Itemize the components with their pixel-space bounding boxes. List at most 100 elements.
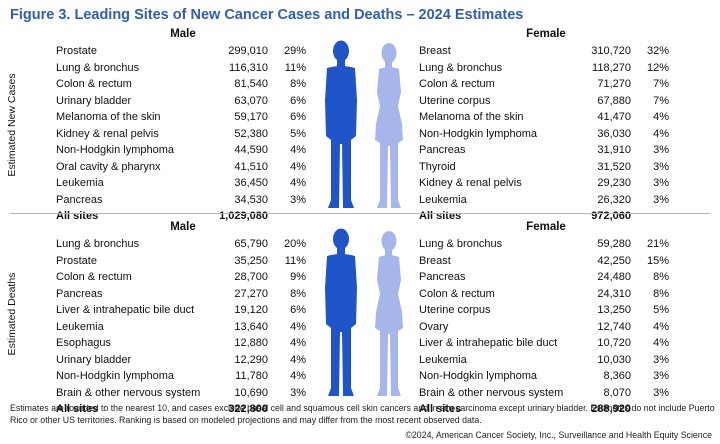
table-row: Pancreas 31,910 3% [419, 142, 669, 159]
count-value: 29,230 [597, 177, 631, 189]
table-row: Ovary 12,740 4% [419, 319, 669, 336]
table-row: Lung & bronchus 116,310 11% [56, 60, 306, 77]
side-label-new-cases: Estimated New Cases [4, 40, 20, 210]
table-row: Lung & bronchus 65,790 20% [56, 236, 306, 253]
count-value: 13,250 [597, 304, 631, 316]
site-label: Ovary [419, 320, 449, 333]
site-label: Leukemia [56, 177, 104, 189]
count-value: 65,790 [234, 238, 268, 250]
count-value: 299,010 [228, 45, 268, 57]
table-row: Melanoma of the skin 41,470 4% [419, 109, 669, 126]
site-label: Melanoma of the skin [56, 111, 161, 123]
table-row: Prostate 299,010 29% [56, 43, 306, 60]
table-row: Pancreas 34,530 3% [56, 192, 306, 209]
site-label: Leukemia [419, 193, 467, 206]
count-value: 44,590 [234, 144, 268, 156]
table-row: Leukemia 10,030 3% [419, 352, 669, 369]
site-label: Colon & rectum [419, 78, 495, 90]
total-label: All sites [56, 403, 99, 415]
count-value: 52,380 [234, 127, 268, 140]
percent-value: 7% [653, 78, 669, 90]
count-value: 63,070 [234, 94, 268, 107]
percent-value: 4% [653, 111, 669, 123]
site-label: Lung & bronchus [56, 61, 140, 74]
count-value: 31,910 [597, 144, 631, 156]
site-label: Melanoma of the skin [419, 111, 524, 123]
count-value: 24,480 [597, 271, 631, 283]
male-figure-icon [325, 228, 357, 396]
percent-value: 5% [653, 304, 669, 316]
percent-value: 4% [653, 127, 669, 140]
table-row: Thyroid 31,520 3% [419, 159, 669, 176]
header-female-deaths: Female [526, 221, 566, 233]
figure-title: Figure 3. Leading Sites of New Cancer Ca… [10, 7, 524, 23]
side-label-text: Estimated Deaths [6, 272, 18, 356]
count-value: 34,530 [234, 193, 268, 206]
table-row: Pancreas 24,480 8% [419, 269, 669, 286]
site-label: Breast [419, 254, 451, 267]
percent-value: 4% [653, 337, 669, 349]
count-value: 11,780 [235, 370, 268, 382]
count-value: 12,290 [234, 353, 268, 366]
site-label: Brain & other nervous system [56, 386, 201, 399]
site-label: Liver & intrahepatic bile duct [419, 337, 558, 349]
site-label: Brain & other nervous system [419, 386, 564, 399]
percent-value: 4% [290, 337, 306, 349]
site-label: Lung & bronchus [419, 61, 503, 74]
side-label-deaths: Estimated Deaths [4, 230, 20, 398]
percent-value: 3% [653, 353, 669, 366]
table-row: Prostate 35,250 11% [56, 253, 306, 270]
count-value: 41,470 [597, 111, 631, 123]
percent-value: 5% [290, 127, 306, 140]
table-row: Urinary bladder 12,290 4% [56, 352, 306, 369]
table-deaths-female: Lung & bronchus 59,280 21% Breast 42,250 15% P… [419, 236, 669, 418]
copyright: ©2024, American Cancer Society, Inc., Su… [405, 430, 712, 440]
site-label: Uterine corpus [419, 94, 491, 107]
percent-value: 4% [290, 177, 306, 189]
section-divider [10, 213, 710, 214]
header-male-new-cases: Male [170, 28, 196, 40]
site-label: Kidney & renal pelvis [56, 127, 159, 140]
header-female-new-cases: Female [526, 28, 566, 40]
count-value: 24,310 [597, 287, 631, 300]
percent-value: 6% [290, 304, 306, 316]
site-label: Pancreas [419, 144, 466, 156]
percent-value: 3% [653, 144, 669, 156]
footnote: Estimates are rounded to the nearest 10,… [10, 403, 715, 425]
table-row: Non-Hodgkin lymphoma 44,590 4% [56, 142, 306, 159]
site-label: Pancreas [56, 193, 103, 206]
count-value: 36,030 [597, 127, 631, 140]
table-row: Pancreas 27,270 8% [56, 286, 306, 303]
total-value: 322,800 [228, 403, 268, 415]
site-label: Non-Hodgkin lymphoma [56, 144, 174, 156]
site-label: Non-Hodgkin lymphoma [419, 127, 537, 140]
table-row: Kidney & renal pelvis 29,230 3% [419, 175, 669, 192]
site-label: Esophagus [56, 337, 112, 349]
table-row: Brain & other nervous system 10,690 3% [56, 385, 306, 402]
count-value: 10,690 [234, 386, 268, 399]
percent-value: 32% [646, 45, 669, 57]
percent-value: 8% [653, 271, 669, 283]
percent-value: 15% [646, 254, 669, 267]
count-value: 35,250 [234, 254, 268, 267]
table-row: Liver & intrahepatic bile duct 10,720 4% [419, 335, 669, 352]
female-figure-icon [375, 231, 403, 396]
count-value: 8,360 [603, 370, 631, 382]
site-label: Pancreas [419, 271, 466, 283]
site-label: Liver & intrahepatic bile duct [56, 304, 195, 316]
count-value: 67,880 [597, 94, 631, 107]
site-label: Urinary bladder [56, 94, 132, 107]
total-value: 288,920 [591, 403, 631, 415]
total-label: All sites [419, 210, 462, 222]
table-total-row: All sites 322,800 [56, 401, 306, 418]
table-row: Leukemia 13,640 4% [56, 319, 306, 336]
count-value: 13,640 [234, 320, 268, 333]
percent-value: 7% [653, 94, 669, 107]
site-label: Urinary bladder [56, 353, 132, 366]
site-label: Breast [419, 45, 451, 57]
count-value: 10,030 [597, 353, 631, 366]
site-label: Prostate [56, 45, 97, 57]
site-label: Colon & rectum [419, 287, 495, 300]
table-row: Esophagus 12,880 4% [56, 335, 306, 352]
female-figure-icon [375, 43, 403, 208]
